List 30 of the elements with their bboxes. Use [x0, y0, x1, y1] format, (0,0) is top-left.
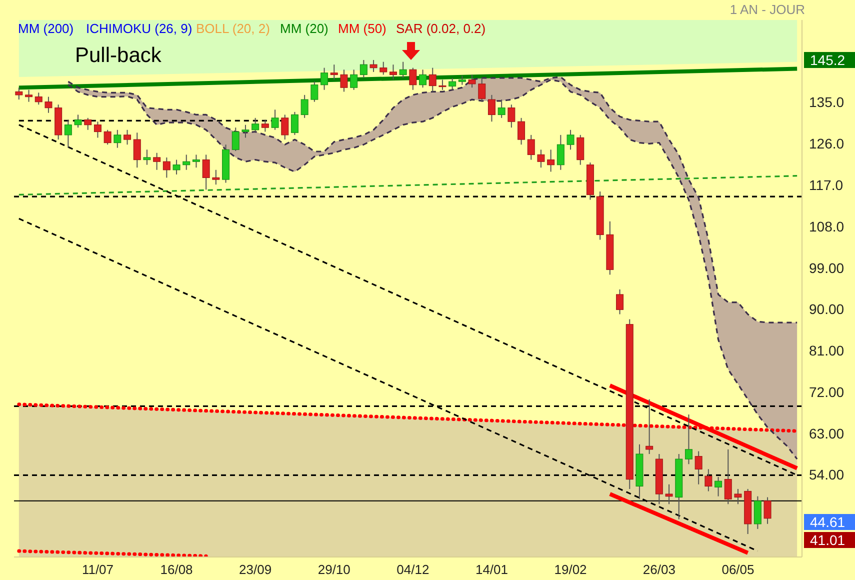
y-tick-label: 108.0	[809, 218, 844, 234]
text: 145.2	[810, 52, 846, 68]
annotation: SAR (0.02, 0.2)	[396, 21, 486, 36]
x-tick-label: 04/12	[396, 562, 430, 578]
text: 41.01	[810, 532, 846, 548]
text: 44.61	[810, 514, 846, 530]
y-tick-label: 117.0	[809, 176, 844, 193]
x-tick-label: 14/01	[475, 562, 508, 578]
y-tick-label: 63.00	[809, 425, 844, 442]
x-tick-label: 11/07	[82, 562, 114, 578]
y-tick-label: 54.00	[809, 466, 844, 483]
annotation: MM (20)	[280, 21, 328, 36]
annotation: BOLL (20, 2)	[196, 21, 270, 36]
x-tick-label: 23/09	[239, 562, 272, 578]
annotation: Pull-back	[75, 44, 162, 67]
x-tick-label: 06/05	[722, 562, 754, 578]
x-tick-label: 19/02	[554, 562, 587, 578]
y-tick-label: 99.00	[809, 260, 844, 276]
x-tick-label: 26/03	[642, 562, 676, 578]
annotation: MM (200)	[18, 21, 74, 36]
y-tick-label: 90.00	[809, 301, 844, 318]
annotation: ICHIMOKU (26, 9)	[86, 21, 192, 36]
y-tick-label: 135.0	[809, 94, 844, 110]
y-tick-label: 81.00	[809, 342, 844, 359]
x-tick-label: 16/08	[160, 562, 193, 578]
annotation: MM (50)	[338, 21, 386, 36]
x-tick-label: 29/10	[318, 562, 350, 578]
y-tick-label: 72.00	[809, 384, 844, 400]
text: 1 AN - JOUR	[730, 2, 805, 17]
y-tick-label: 126.0	[809, 136, 844, 152]
